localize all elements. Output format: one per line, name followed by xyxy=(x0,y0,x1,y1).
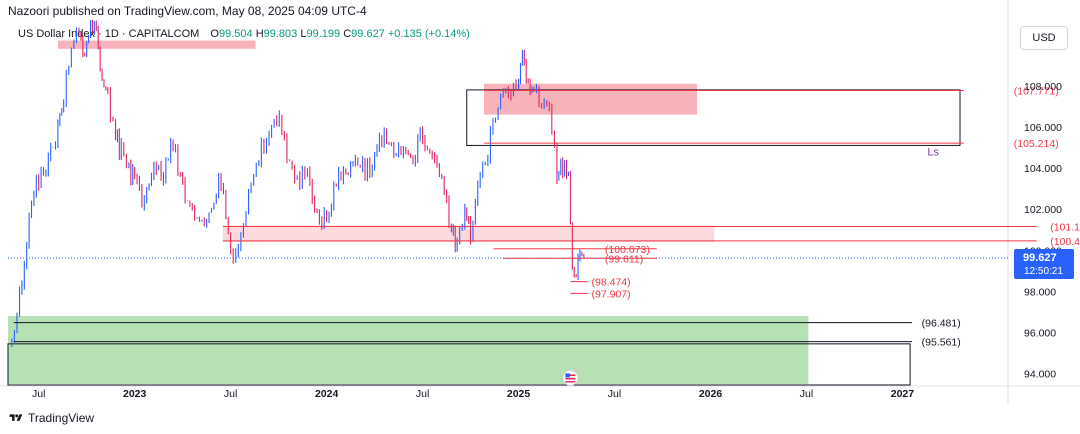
y-tick-label: 96.000 xyxy=(1024,328,1056,340)
ohlc-values: O99.504 H99.803 L99.199 C99.627 +0.135 (… xyxy=(210,28,469,40)
low-label: L xyxy=(300,28,307,40)
x-tick-label: Jul xyxy=(608,388,621,400)
level-label: (99.611) xyxy=(605,253,643,265)
level-label: (107.771) xyxy=(1014,86,1059,98)
y-tick-label: 108.000 xyxy=(1024,81,1062,93)
close-label: C xyxy=(343,28,352,40)
symbol-name: US Dollar Index · 1D · CAPITALCOM xyxy=(18,28,200,40)
current-price-label: 99.627 xyxy=(1023,252,1057,264)
symbol-info: US Dollar Index · 1D · CAPITALCOM O99.50… xyxy=(18,28,470,40)
red-zone-top xyxy=(57,40,256,49)
countdown-label: 12:50:21 xyxy=(1024,266,1063,277)
open-label: O xyxy=(210,28,219,40)
x-tick-label: Jul xyxy=(32,388,45,400)
level-label: (95.561) xyxy=(922,337,961,349)
flag-stripe xyxy=(565,381,576,383)
ls-annotation: Ls xyxy=(927,147,939,159)
change-value: +0.135 (+0.14%) xyxy=(387,28,470,40)
ls-box xyxy=(466,89,961,146)
x-tick-label: 2026 xyxy=(699,388,723,400)
x-tick-label: 2024 xyxy=(315,388,339,400)
x-tick-label: Jul xyxy=(224,388,237,400)
high-value: 99.803 xyxy=(263,28,298,40)
x-tick-label: 2025 xyxy=(507,388,531,400)
x-tick-label: Jul xyxy=(800,388,813,400)
red-zone-2025 xyxy=(484,83,698,115)
x-tick-label: Jul xyxy=(416,388,429,400)
x-tick-label: 2027 xyxy=(891,388,915,400)
current-price-badge xyxy=(1014,248,1074,279)
flag-stripe xyxy=(565,377,576,380)
level-label: (98.474) xyxy=(591,277,630,289)
low-value: 99.199 xyxy=(306,28,341,40)
lower-dark-box xyxy=(7,343,911,386)
footer-brand: TradingView xyxy=(8,411,94,425)
price-series xyxy=(11,20,585,348)
flag-stripe xyxy=(565,374,576,376)
y-tick-label: 94.000 xyxy=(1024,369,1056,381)
level-label: (101.158) xyxy=(1050,221,1080,233)
level-label: (100.458) xyxy=(1050,236,1080,248)
level-label: (105.214) xyxy=(1014,138,1059,150)
y-tick-label: 98.000 xyxy=(1024,286,1056,298)
publish-header: Nazoori published on TradingView.com, Ma… xyxy=(8,4,367,18)
pink-zone-101 xyxy=(222,225,715,243)
y-tick-label: 106.000 xyxy=(1024,122,1062,134)
y-tick-label: 102.000 xyxy=(1024,204,1062,216)
level-label: (97.907) xyxy=(591,288,630,300)
tradingview-logo-icon xyxy=(9,414,23,421)
y-tick-label: 104.000 xyxy=(1024,163,1062,175)
high-label: H xyxy=(255,28,264,40)
currency-button[interactable]: USD xyxy=(1020,26,1068,50)
close-value: 99.627 xyxy=(351,28,385,40)
footer-brand-label: TradingView xyxy=(28,411,95,425)
flag-canton xyxy=(565,373,570,378)
level-label: (96.481) xyxy=(922,318,961,330)
level-label: (100.073) xyxy=(605,244,650,256)
green-zone-bottom xyxy=(8,316,809,384)
x-tick-label: 2023 xyxy=(123,388,147,400)
open-value: 99.504 xyxy=(218,28,253,40)
